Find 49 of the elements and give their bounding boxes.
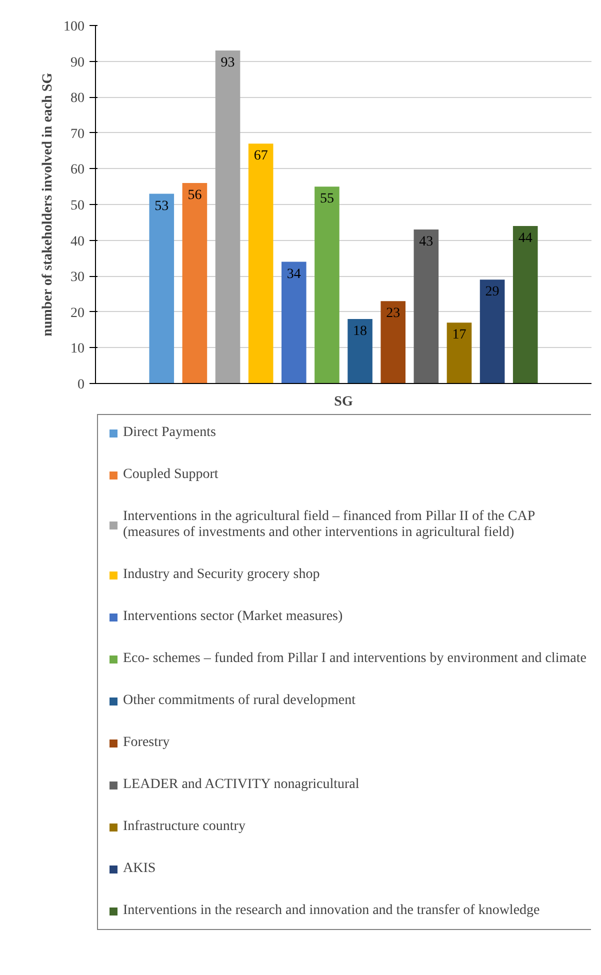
legend-label: Coupled Support: [123, 467, 218, 483]
bar: [314, 186, 340, 384]
y-tick-label: 40: [70, 234, 84, 250]
data-label: 17: [452, 328, 466, 343]
data-label: 55: [320, 192, 334, 207]
y-tick-label: 70: [70, 126, 84, 142]
legend-label: LEADER and ACTIVITY nonagricultural: [123, 777, 360, 793]
legend-label: Other commitments of rural development: [123, 693, 356, 709]
data-label: 44: [518, 230, 532, 246]
data-label: 34: [286, 266, 301, 282]
y-tick-label: 60: [70, 162, 84, 178]
legend-label: Interventions in the research and innovation and the transfer of knowledge: [123, 903, 540, 919]
bar: [414, 230, 439, 384]
data-label: 56: [188, 188, 202, 204]
legend-label: Forestry: [123, 735, 170, 751]
bar: [380, 301, 406, 384]
legend-label: AKIS: [123, 861, 156, 877]
y-tick-label: 0: [78, 378, 84, 392]
y-tick-label: 50: [70, 198, 84, 214]
data-label: 29: [485, 284, 500, 300]
legend-label: Infrastructure country: [123, 819, 246, 835]
data-label: 53: [154, 198, 169, 214]
y-tick-label: 10: [70, 342, 84, 357]
bar: [182, 183, 208, 384]
bar: [512, 226, 538, 384]
y-axis-title: number of stakeholders involved in each SG: [40, 72, 56, 336]
data-label: 18: [353, 324, 368, 340]
bar: [248, 144, 274, 384]
bar: [348, 319, 372, 384]
y-tick-label: 30: [70, 270, 84, 286]
bar: [480, 280, 505, 384]
bar: [282, 262, 306, 384]
y-tick-label: 20: [70, 306, 84, 321]
data-label: 23: [386, 306, 400, 322]
y-tick-label: 80: [70, 91, 84, 106]
y-tick-label: 100: [64, 20, 84, 34]
legend-label: Interventions in the agricultural field – financed from Pillar II of the CAP (measures of investments and other interventions in agricultural field): [123, 509, 536, 541]
data-label: 43: [419, 234, 434, 250]
legend-label: Interventions sector (Market measures): [123, 609, 343, 625]
legend-label: Direct Payments: [123, 425, 216, 441]
bar: [215, 50, 240, 384]
legend-label: Eco- schemes – funded from Pillar I and interventions by environment and climate: [123, 651, 586, 667]
x-axis-title: SG: [334, 394, 353, 410]
data-label: 93: [220, 56, 235, 71]
bar: [446, 322, 472, 384]
bar: [149, 194, 174, 384]
data-label: 67: [254, 148, 268, 164]
legend-label: Industry and Security grocery shop: [123, 567, 320, 583]
y-tick-label: 90: [70, 55, 84, 70]
